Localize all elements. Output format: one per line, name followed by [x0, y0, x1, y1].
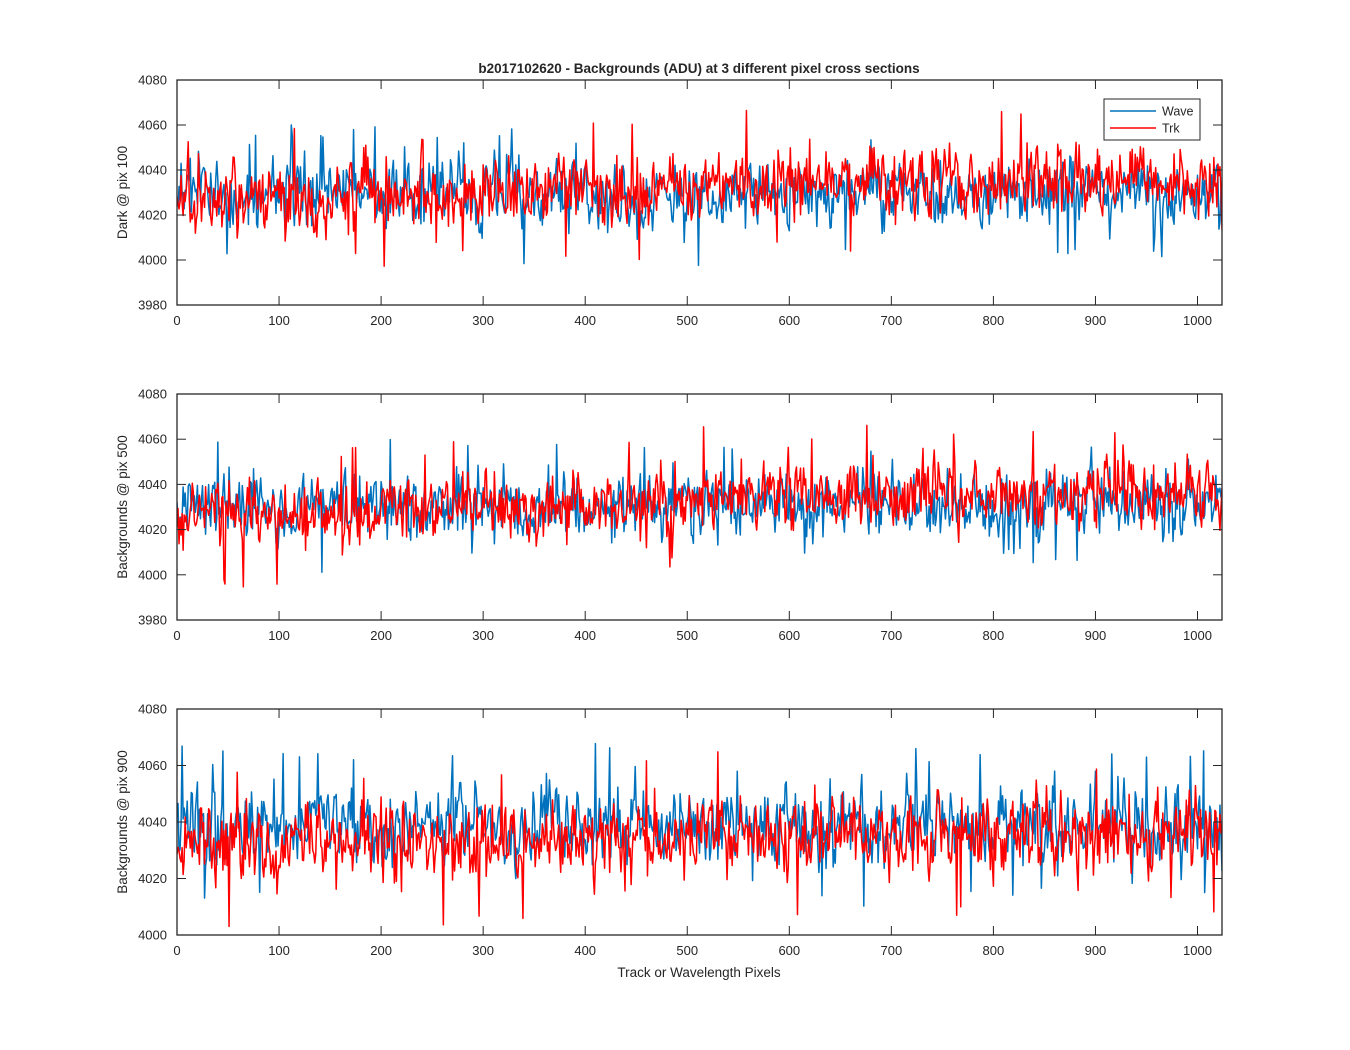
y-tick-label: 4060 — [138, 758, 167, 773]
y-tick-label: 4020 — [138, 522, 167, 537]
legend-box — [1103, 98, 1201, 141]
y-tick-label: 4040 — [138, 477, 167, 492]
x-tick-label: 900 — [1085, 943, 1107, 958]
x-tick-label: 300 — [472, 313, 494, 328]
x-tick-label: 1000 — [1183, 628, 1212, 643]
x-tick-label: 700 — [881, 628, 903, 643]
x-tick-label: 600 — [778, 943, 800, 958]
y-tick-label: 4020 — [138, 208, 167, 223]
y-tick-label: 4080 — [138, 702, 167, 717]
x-axis-label: Track or Wavelength Pixels — [617, 965, 781, 980]
y-tick-label: 4040 — [138, 163, 167, 178]
y-tick-label: 4000 — [138, 567, 167, 582]
y-tick-label: 4000 — [138, 928, 167, 943]
x-tick-label: 1000 — [1183, 943, 1212, 958]
axes-box — [176, 393, 1223, 621]
x-tick-label: 700 — [881, 313, 903, 328]
panels: 0 100 200 300 400 500 600 700 800 900 100039804000… — [115, 73, 1223, 958]
y-tick-label: 4060 — [138, 118, 167, 133]
x-tick-label: 400 — [574, 313, 596, 328]
y-axis-label: Backgrounds @ pix 500 — [115, 435, 130, 579]
series-line-trk — [177, 424, 1222, 588]
x-tick-label: 200 — [370, 313, 392, 328]
x-tick-label: 500 — [676, 943, 698, 958]
y-tick-label: 4040 — [138, 815, 167, 830]
x-tick-label: 200 — [370, 943, 392, 958]
y-tick-label: 4060 — [138, 432, 167, 447]
panel-1: 0 100 200 300 400 500 600 700 800 900 1000 3980 4000… — [115, 73, 1223, 328]
x-tick-label: 0 — [173, 313, 180, 328]
x-tick-label: 300 — [472, 943, 494, 958]
x-tick-label: 100 — [268, 628, 290, 643]
x-tick-label: 100 — [268, 313, 290, 328]
x-tick-label: 900 — [1085, 628, 1107, 643]
x-tick-label: 1000 — [1183, 313, 1212, 328]
x-tick-label: 600 — [778, 628, 800, 643]
chart-title: b2017102620 - Backgrounds (ADU) at 3 dif… — [478, 61, 919, 76]
x-tick-label: 200 — [370, 628, 392, 643]
x-tick-label: 700 — [881, 943, 903, 958]
panel-3: 0 100 200 300 400 500 600 700 800 900 1000 4000 4020… — [115, 702, 1223, 958]
y-tick-label: 3980 — [138, 613, 167, 628]
y-tick-label: 4020 — [138, 871, 167, 886]
x-tick-label: 900 — [1085, 313, 1107, 328]
x-tick-label: 100 — [268, 943, 290, 958]
axes-box — [176, 79, 1223, 306]
x-tick-label: 800 — [983, 628, 1005, 643]
y-axis-label: Backgrounds @ pix 900 — [115, 750, 130, 894]
x-tick-label: 500 — [676, 628, 698, 643]
series-line-trk — [177, 109, 1222, 268]
x-tick-label: 300 — [472, 628, 494, 643]
x-tick-label: 0 — [173, 628, 180, 643]
x-tick-label: 400 — [574, 628, 596, 643]
series-line-wave — [177, 742, 1222, 907]
x-tick-label: 800 — [983, 943, 1005, 958]
y-tick-label: 4080 — [138, 387, 167, 402]
series-line-trk — [177, 751, 1222, 928]
y-tick-label: 4080 — [138, 73, 167, 88]
x-tick-label: 0 — [173, 943, 180, 958]
x-tick-label: 600 — [778, 313, 800, 328]
legend: Wave Trk — [1103, 98, 1201, 141]
y-tick-label: 3980 — [138, 298, 167, 313]
x-tick-label: 800 — [983, 313, 1005, 328]
y-tick-label: 4000 — [138, 253, 167, 268]
x-tick-label: 500 — [676, 313, 698, 328]
legend-label-trk: Trk — [1162, 122, 1180, 136]
y-axis-label: Dark @ pix 100 — [115, 146, 130, 239]
legend-label-wave: Wave — [1162, 105, 1194, 119]
panel-2: 0 100 200 300 400 500 600 700 800 900 1000 3980 4000… — [115, 387, 1223, 643]
x-tick-label: 400 — [574, 943, 596, 958]
